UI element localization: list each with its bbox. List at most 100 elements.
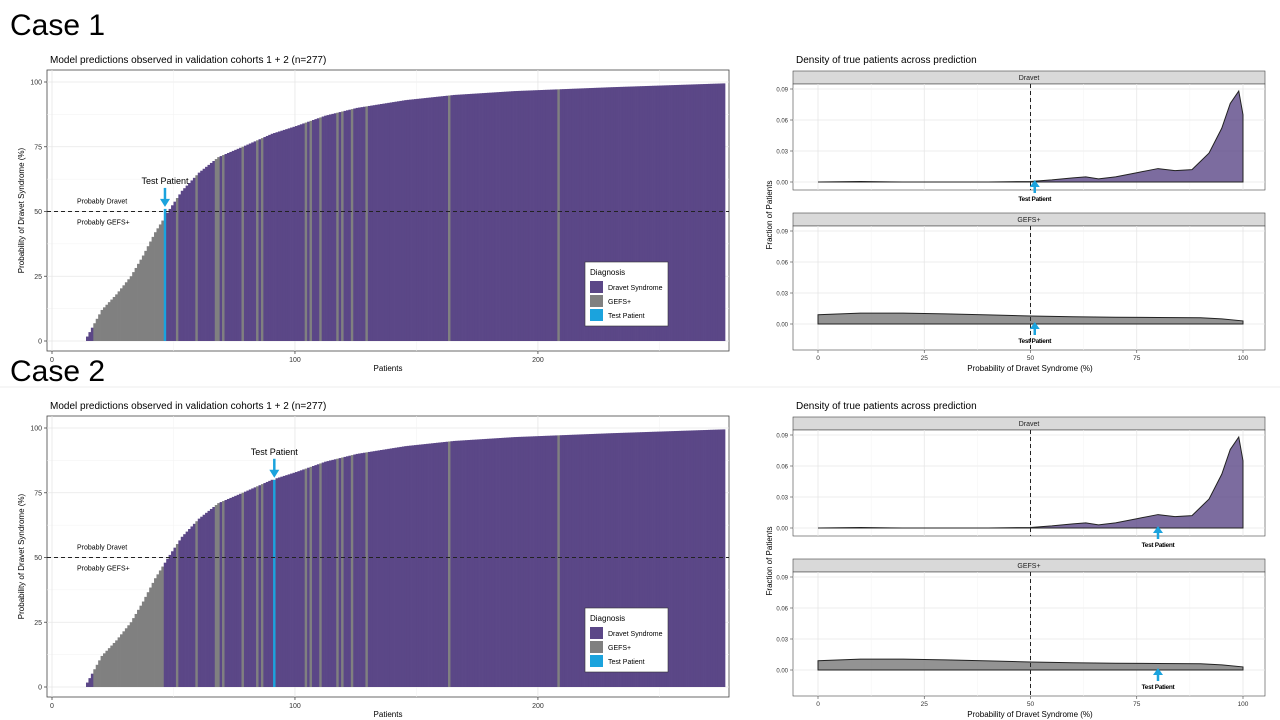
bar-dravet — [542, 89, 546, 342]
y-tick-label: 100 — [30, 80, 42, 87]
bar-dravet — [236, 148, 240, 341]
bar-dravet — [537, 90, 541, 341]
bar-dravet — [554, 89, 558, 341]
bar-dravet — [635, 432, 638, 687]
bar-dravet — [192, 523, 196, 687]
bar-dravet — [584, 434, 587, 687]
legend-dravet-swatch — [590, 281, 603, 293]
bar-dravet — [503, 91, 507, 341]
bar-gefs — [103, 653, 106, 687]
bar-dravet — [530, 90, 534, 341]
bar-dravet — [207, 510, 211, 687]
density-area — [817, 89, 1244, 183]
bar-gefs — [217, 503, 220, 687]
bar-dravet — [445, 441, 449, 687]
bar-dravet — [163, 562, 167, 687]
bar-dravet — [358, 107, 361, 341]
bar-gefs — [448, 95, 451, 341]
bar-dravet — [183, 534, 186, 687]
bar-dravet — [280, 130, 284, 341]
bar-dravet — [328, 460, 332, 687]
bar-dravet — [535, 90, 539, 341]
bar-gefs — [122, 285, 126, 341]
bar-dravet — [231, 150, 235, 341]
density-test-label: Test Patient — [1142, 542, 1176, 549]
density-y-axis-title: Fraction of Patients — [765, 181, 774, 250]
bar-dravet — [397, 101, 400, 341]
bar-dravet — [358, 453, 361, 687]
bar-dravet — [433, 443, 437, 687]
bar-dravet — [586, 88, 590, 342]
bar-dravet — [282, 129, 286, 341]
bar-gefs — [304, 122, 308, 341]
density-y-tick-label: 0.09 — [776, 230, 788, 236]
bar-dravet — [401, 446, 405, 687]
bar-dravet — [372, 451, 376, 687]
density-x-tick-label: 0 — [816, 355, 820, 362]
bar-dravet — [647, 431, 651, 687]
bar-dravet — [659, 85, 663, 341]
bar-dravet — [311, 119, 315, 342]
bar-dravet — [421, 98, 425, 341]
bar-chart-title: Model predictions observed in validation… — [50, 55, 326, 66]
bar-dravet — [455, 440, 459, 687]
bar-dravet — [574, 434, 578, 687]
bar-dravet — [185, 185, 189, 341]
bar-dravet — [472, 439, 476, 687]
bar-dravet — [528, 436, 531, 687]
density-y-tick-label: 0.03 — [776, 638, 788, 644]
bar-dravet — [520, 90, 524, 342]
bar-dravet — [219, 156, 223, 341]
bar-dravet — [491, 438, 495, 687]
bar-dravet — [586, 434, 590, 687]
bar-dravet — [326, 115, 330, 341]
bar-dravet — [603, 433, 607, 687]
bar-dravet — [416, 98, 420, 341]
bar-dravet — [275, 132, 279, 341]
bar-dravet — [239, 493, 242, 687]
bar-gefs — [336, 458, 340, 687]
bar-dravet — [559, 435, 563, 687]
bar-dravet — [314, 465, 318, 687]
bar-dravet — [450, 95, 454, 342]
bar-dravet — [205, 512, 208, 687]
density-x-axis-title: Probability of Dravet Syndrome (%) — [967, 710, 1093, 719]
bar-dravet — [690, 84, 694, 341]
bar-gefs — [214, 505, 218, 687]
y-tick-label: 0 — [38, 685, 42, 692]
bar-dravet — [591, 433, 595, 687]
bar-gefs — [93, 323, 97, 341]
bar-gefs — [154, 232, 157, 341]
bar-dravet — [411, 445, 415, 687]
bar-chart-title: Model predictions observed in validation… — [50, 401, 326, 412]
bar-gefs — [137, 609, 140, 687]
bar-dravet — [423, 98, 427, 341]
case-2-bar-chart: Model predictions observed in validation… — [17, 401, 730, 719]
density-x-tick-label: 0 — [816, 701, 820, 708]
test-patient-arrow-head — [269, 469, 280, 478]
bar-dravet — [384, 103, 388, 342]
bar-dravet — [620, 86, 624, 341]
bar-dravet — [443, 441, 446, 687]
density-test-label: Test Patient — [1018, 338, 1052, 345]
x-tick-label: 200 — [532, 703, 544, 710]
bar-dravet — [615, 87, 619, 341]
x-tick-label: 200 — [532, 357, 544, 364]
bar-dravet — [622, 86, 626, 342]
bar-dravet — [683, 84, 687, 341]
bar-dravet — [316, 118, 320, 341]
bar-dravet — [715, 429, 719, 687]
bar-dravet — [598, 433, 602, 687]
bar-dravet — [567, 88, 570, 342]
bar-gefs — [110, 645, 114, 687]
bar-dravet — [533, 436, 536, 687]
bar-dravet — [377, 450, 381, 687]
bar-dravet — [455, 94, 459, 341]
density-y-tick-label: 0.00 — [776, 181, 788, 187]
bar-dravet — [290, 473, 293, 687]
bar-dravet — [669, 431, 672, 687]
bar-dravet — [178, 194, 182, 341]
bar-series — [86, 429, 726, 687]
legend-gefs-swatch — [590, 641, 603, 653]
bar-dravet — [615, 433, 619, 687]
